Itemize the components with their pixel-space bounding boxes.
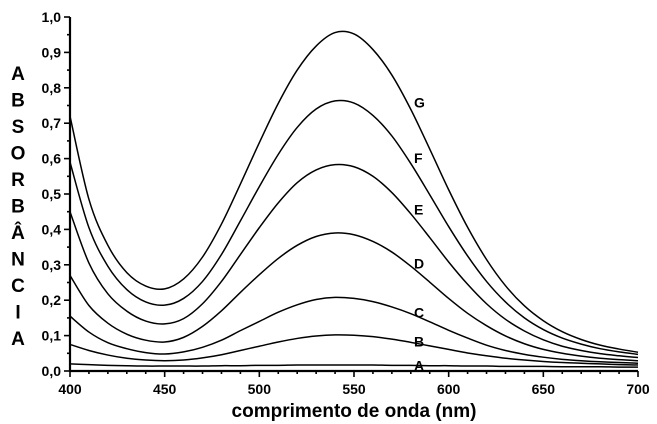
y-tick-label: 0,0 xyxy=(42,363,62,379)
y-axis-title-char: I xyxy=(15,303,20,324)
x-axis-title: comprimento de onda (nm) xyxy=(232,401,477,422)
axes xyxy=(68,17,638,373)
y-axis-title-char: R xyxy=(11,170,25,191)
x-tick-label: 650 xyxy=(532,381,556,397)
y-tick-label: 0,6 xyxy=(42,151,62,167)
curve-g xyxy=(69,30,639,353)
y-axis-title-char: C xyxy=(11,276,25,297)
series-label-c: C xyxy=(414,304,424,320)
y-axis-title-char: Â xyxy=(11,222,25,244)
series-label-e: E xyxy=(414,202,423,218)
y-axis-title-char: N xyxy=(11,250,25,271)
y-axis-title-char: B xyxy=(11,91,25,112)
y-tick-label: 0,2 xyxy=(42,292,62,308)
y-axis-title-char: A xyxy=(11,64,25,85)
y-axis-title-char: A xyxy=(11,329,25,350)
curve-c xyxy=(69,296,639,364)
y-axis-title-char: O xyxy=(11,144,26,165)
y-tick-label: 0,8 xyxy=(42,80,62,96)
y-tick-label: 1,0 xyxy=(42,9,62,25)
x-tick-label: 500 xyxy=(248,381,272,397)
x-tick-label: 450 xyxy=(153,381,177,397)
series-label-g: G xyxy=(414,95,425,111)
y-tick-label: 0,9 xyxy=(42,44,62,60)
series-label-f: F xyxy=(414,150,423,166)
x-tick-label: 400 xyxy=(58,381,82,397)
y-tick-label: 0,1 xyxy=(42,328,62,344)
y-tick-label: 0,4 xyxy=(42,221,62,237)
x-tick-label: 550 xyxy=(342,381,366,397)
series-labels: ABC D E F G xyxy=(414,95,425,374)
curve-e xyxy=(69,163,639,359)
curve-f xyxy=(69,99,639,356)
curve-a xyxy=(69,363,639,368)
x-tick-label: 700 xyxy=(626,381,650,397)
y-tick-label: 0,3 xyxy=(42,257,62,273)
x-axis-ticks: 400 450 500 550 600 650 700 xyxy=(58,371,650,397)
x-tick-label: 600 xyxy=(437,381,461,397)
y-axis-title-char: S xyxy=(12,117,25,138)
series-label-a: A xyxy=(414,357,424,373)
y-axis-ticks: 0,0 0,1 0,2 0,3 0,4 0,5 0,6 0,7 0,8 0,9 1,0 xyxy=(42,9,70,379)
series-label-b: B xyxy=(414,334,424,350)
curve-d xyxy=(69,232,639,362)
y-axis-title-char: B xyxy=(11,197,25,218)
y-tick-label: 0,7 xyxy=(42,115,62,131)
y-tick-label: 0,5 xyxy=(42,186,62,202)
curve-b xyxy=(69,334,639,366)
series-label-d: D xyxy=(414,255,424,271)
absorbance-curves xyxy=(69,30,639,368)
